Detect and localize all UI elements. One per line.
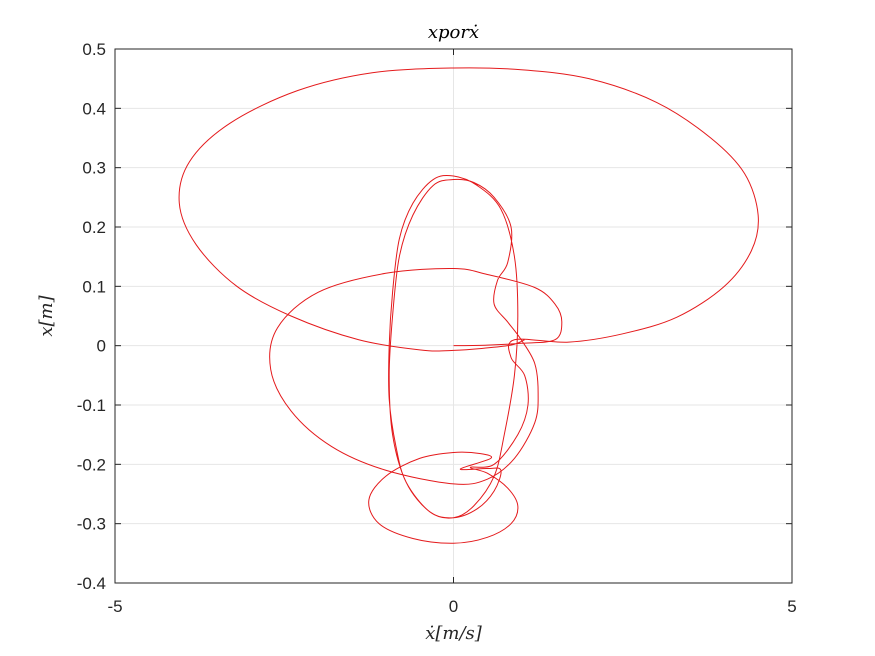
x-tick-label: 5 bbox=[787, 597, 796, 616]
y-axis-label: x[m] bbox=[36, 294, 57, 336]
x-tick-label: 0 bbox=[449, 597, 458, 616]
tick-labels: -5 0 5 -0.4 -0.3 -0.2 -0.1 0 0.1 0.2 0.3 0.4 0.5 bbox=[77, 40, 797, 616]
y-tick-label: 0.4 bbox=[82, 99, 106, 118]
series-line bbox=[178, 67, 759, 544]
y-tick-label: 0.2 bbox=[82, 218, 106, 237]
y-tick-label: -0.4 bbox=[77, 574, 106, 593]
y-tick-label: -0.1 bbox=[77, 396, 106, 415]
y-tick-label: 0.5 bbox=[82, 40, 106, 59]
y-tick-label: -0.3 bbox=[77, 515, 106, 534]
y-tick-label: -0.2 bbox=[77, 455, 106, 474]
y-tick-label: 0 bbox=[97, 337, 106, 356]
x-tick-label: -5 bbox=[107, 597, 122, 616]
series-group bbox=[178, 67, 759, 544]
y-tick-label: 0.1 bbox=[82, 277, 106, 296]
chart-title: xporẋ bbox=[428, 22, 479, 43]
x-axis-label: ẋ[m/s] bbox=[425, 623, 483, 644]
y-tick-label: 0.3 bbox=[82, 159, 106, 178]
axis-ticks bbox=[114, 48, 793, 584]
